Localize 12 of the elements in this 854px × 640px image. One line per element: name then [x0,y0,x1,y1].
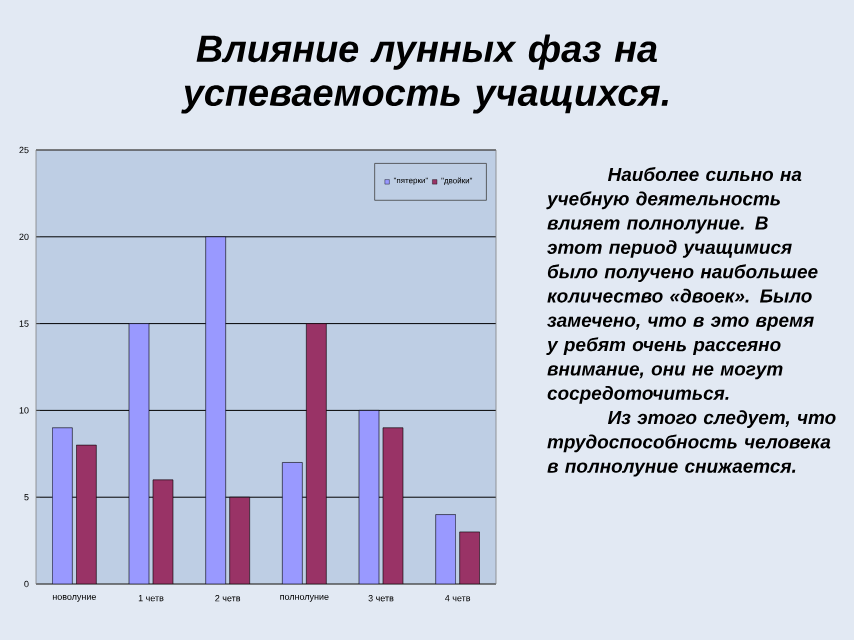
text: Наиболее сильно на учебную деятельность влияет полнолуние. В этот период учащимися было получено наибольшее количество «двоек». Было замечено, что в это время у ребят очень рассеяно внимание, они не могут сосредоточиться. [546,167,818,404]
bar [282,462,303,584]
bar [306,323,327,584]
bar [205,236,226,584]
bar [128,323,150,584]
bar [52,427,73,584]
bar [459,531,480,584]
text: Из этого следует, что трудоспособность человека в полнолуние снижается. [547,410,836,477]
chart-title: Влияние лунных фаз на успеваемость учащихся. [181,34,668,114]
bar [76,444,97,584]
bar [435,514,456,584]
bar [229,496,250,584]
